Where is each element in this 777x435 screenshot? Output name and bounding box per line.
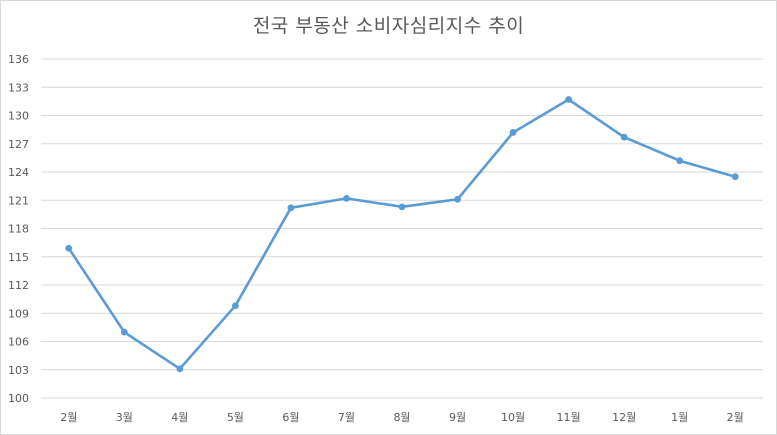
x-tick-label: 3월	[116, 411, 133, 424]
x-tick-label: 6월	[282, 411, 299, 424]
y-tick-label: 127	[8, 138, 29, 151]
data-point	[65, 244, 73, 252]
x-tick-label: 11월	[557, 411, 581, 424]
data-point	[176, 365, 184, 373]
y-tick-label: 121	[8, 194, 29, 207]
data-point	[565, 96, 573, 103]
data-point	[120, 328, 128, 336]
x-tick-label: 2월	[727, 411, 744, 424]
y-tick-label: 115	[8, 251, 29, 264]
y-tick-label: 124	[8, 166, 29, 179]
x-tick-label: 4월	[171, 411, 188, 424]
y-tick-label: 106	[8, 336, 29, 349]
y-tick-label: 112	[8, 279, 29, 292]
y-tick-label: 100	[8, 392, 29, 405]
y-tick-label: 130	[8, 110, 29, 123]
data-point	[620, 133, 628, 141]
data-point	[676, 157, 684, 165]
data-point	[509, 129, 517, 136]
y-tick-label: 136	[8, 53, 29, 66]
x-tick-label: 7월	[338, 411, 355, 424]
x-tick-label: 5월	[227, 411, 244, 424]
x-tick-label: 1월	[671, 411, 688, 424]
y-tick-label: 118	[8, 223, 29, 236]
data-point	[343, 194, 350, 202]
data-point	[398, 203, 406, 211]
data-point	[287, 204, 295, 212]
x-tick-label: 10월	[501, 411, 525, 424]
y-tick-label: 133	[8, 81, 29, 94]
x-tick-label: 12월	[612, 411, 636, 424]
x-tick-label: 9월	[449, 411, 466, 424]
data-point	[231, 302, 239, 310]
data-point	[731, 173, 739, 181]
x-tick-label: 8월	[393, 411, 410, 424]
x-tick-label: 2월	[60, 411, 77, 424]
data-point	[454, 195, 461, 203]
y-tick-label: 109	[8, 307, 29, 320]
series-line	[67, 98, 737, 371]
chart-title: 전국 부동산 소비자심리지수 추이	[252, 15, 525, 37]
y-tick-label: 103	[8, 364, 29, 377]
